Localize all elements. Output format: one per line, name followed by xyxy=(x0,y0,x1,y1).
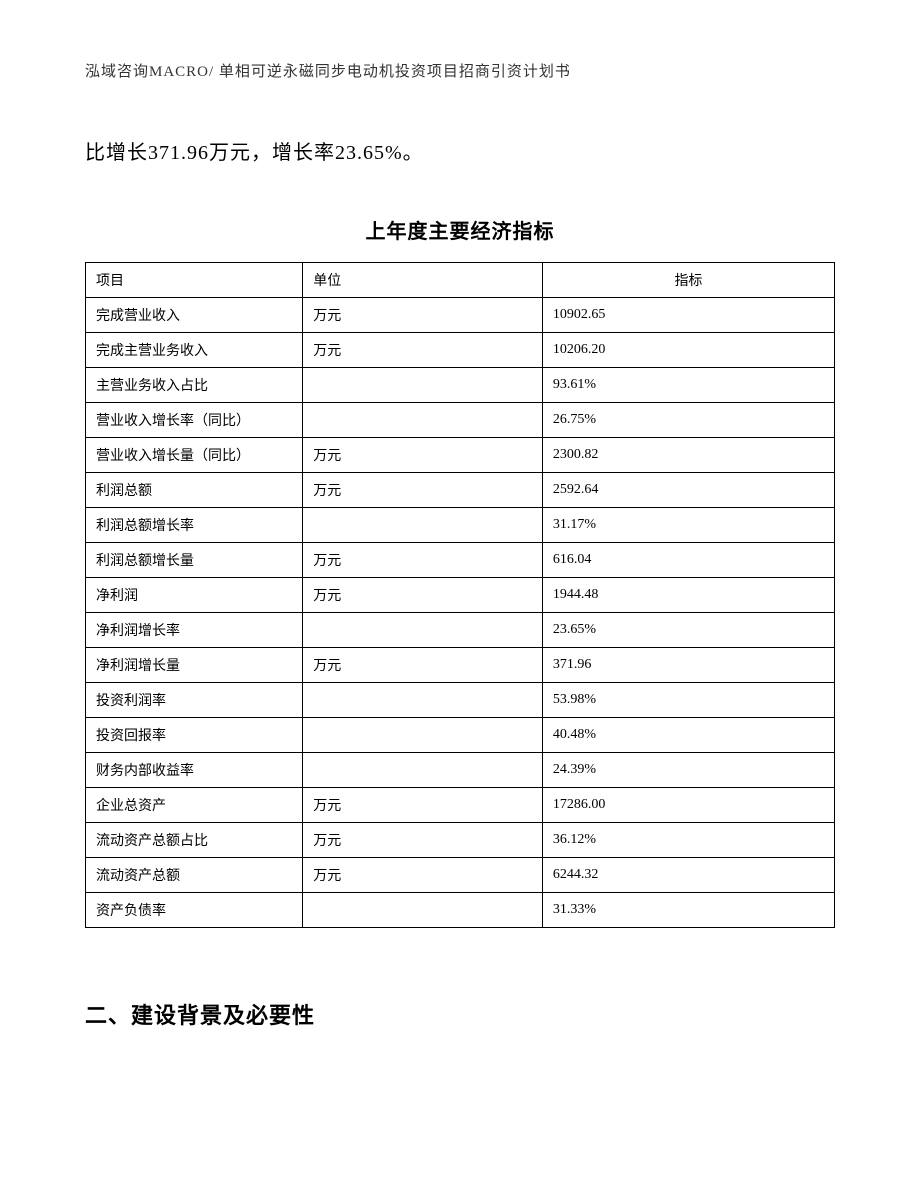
table-cell: 31.33% xyxy=(542,893,834,928)
table-cell: 1944.48 xyxy=(542,578,834,613)
table-cell: 23.65% xyxy=(542,613,834,648)
table-row: 净利润增长量万元371.96 xyxy=(86,648,835,683)
table-cell: 53.98% xyxy=(542,683,834,718)
table-cell: 流动资产总额占比 xyxy=(86,823,303,858)
table-cell: 万元 xyxy=(303,473,543,508)
table-cell: 利润总额 xyxy=(86,473,303,508)
table-row: 资产负债率 31.33% xyxy=(86,893,835,928)
table-cell xyxy=(303,368,543,403)
table-header-cell: 单位 xyxy=(303,263,543,298)
table-cell xyxy=(303,403,543,438)
table-header-cell: 项目 xyxy=(86,263,303,298)
table-cell: 万元 xyxy=(303,543,543,578)
table-cell: 616.04 xyxy=(542,543,834,578)
table-cell: 净利润增长量 xyxy=(86,648,303,683)
table-cell: 流动资产总额 xyxy=(86,858,303,893)
table-cell: 万元 xyxy=(303,298,543,333)
table-cell: 完成营业收入 xyxy=(86,298,303,333)
table-cell xyxy=(303,508,543,543)
table-cell: 万元 xyxy=(303,578,543,613)
table-row: 利润总额万元2592.64 xyxy=(86,473,835,508)
table-row: 主营业务收入占比 93.61% xyxy=(86,368,835,403)
table-row: 利润总额增长率 31.17% xyxy=(86,508,835,543)
table-title: 上年度主要经济指标 xyxy=(85,215,835,244)
table-cell: 净利润 xyxy=(86,578,303,613)
page-header: 泓域咨询MACRO/ 单相可逆永磁同步电动机投资项目招商引资计划书 xyxy=(85,60,835,81)
table-cell: 完成主营业务收入 xyxy=(86,333,303,368)
table-row: 利润总额增长量万元616.04 xyxy=(86,543,835,578)
table-cell: 17286.00 xyxy=(542,788,834,823)
table-cell: 2592.64 xyxy=(542,473,834,508)
table-cell: 投资回报率 xyxy=(86,718,303,753)
table-row: 流动资产总额占比万元36.12% xyxy=(86,823,835,858)
table-cell: 万元 xyxy=(303,438,543,473)
table-cell: 2300.82 xyxy=(542,438,834,473)
section-heading: 二、建设背景及必要性 xyxy=(85,998,835,1030)
table-cell: 93.61% xyxy=(542,368,834,403)
table-row: 完成主营业务收入万元10206.20 xyxy=(86,333,835,368)
table-cell: 10206.20 xyxy=(542,333,834,368)
table-cell: 利润总额增长率 xyxy=(86,508,303,543)
table-cell: 投资利润率 xyxy=(86,683,303,718)
table-cell: 营业收入增长率（同比） xyxy=(86,403,303,438)
table-row: 营业收入增长量（同比）万元2300.82 xyxy=(86,438,835,473)
table-cell: 6244.32 xyxy=(542,858,834,893)
table-cell: 371.96 xyxy=(542,648,834,683)
table-cell: 40.48% xyxy=(542,718,834,753)
table-cell: 万元 xyxy=(303,788,543,823)
table-row: 投资利润率 53.98% xyxy=(86,683,835,718)
table-cell: 资产负债率 xyxy=(86,893,303,928)
table-cell: 31.17% xyxy=(542,508,834,543)
table-cell: 主营业务收入占比 xyxy=(86,368,303,403)
table-cell: 万元 xyxy=(303,823,543,858)
table-cell: 万元 xyxy=(303,648,543,683)
table-cell xyxy=(303,893,543,928)
table-row: 财务内部收益率 24.39% xyxy=(86,753,835,788)
economic-indicators-table: 项目 单位 指标 完成营业收入万元10902.65完成主营业务收入万元10206… xyxy=(85,262,835,928)
table-row: 企业总资产万元17286.00 xyxy=(86,788,835,823)
table-cell: 营业收入增长量（同比） xyxy=(86,438,303,473)
table-cell xyxy=(303,613,543,648)
table-cell: 24.39% xyxy=(542,753,834,788)
table-cell: 企业总资产 xyxy=(86,788,303,823)
table-cell: 利润总额增长量 xyxy=(86,543,303,578)
table-cell: 万元 xyxy=(303,333,543,368)
table-row: 净利润增长率 23.65% xyxy=(86,613,835,648)
table-cell: 36.12% xyxy=(542,823,834,858)
table-row: 流动资产总额万元6244.32 xyxy=(86,858,835,893)
table-row: 营业收入增长率（同比） 26.75% xyxy=(86,403,835,438)
table-row: 净利润万元1944.48 xyxy=(86,578,835,613)
table-cell: 财务内部收益率 xyxy=(86,753,303,788)
table-header-cell: 指标 xyxy=(542,263,834,298)
table-cell xyxy=(303,753,543,788)
table-cell: 万元 xyxy=(303,858,543,893)
table-cell: 净利润增长率 xyxy=(86,613,303,648)
body-paragraph: 比增长371.96万元，增长率23.65%。 xyxy=(85,136,835,165)
table-row: 投资回报率 40.48% xyxy=(86,718,835,753)
table-cell: 10902.65 xyxy=(542,298,834,333)
table-cell xyxy=(303,683,543,718)
table-cell xyxy=(303,718,543,753)
table-row: 完成营业收入万元10902.65 xyxy=(86,298,835,333)
table-header-row: 项目 单位 指标 xyxy=(86,263,835,298)
table-cell: 26.75% xyxy=(542,403,834,438)
